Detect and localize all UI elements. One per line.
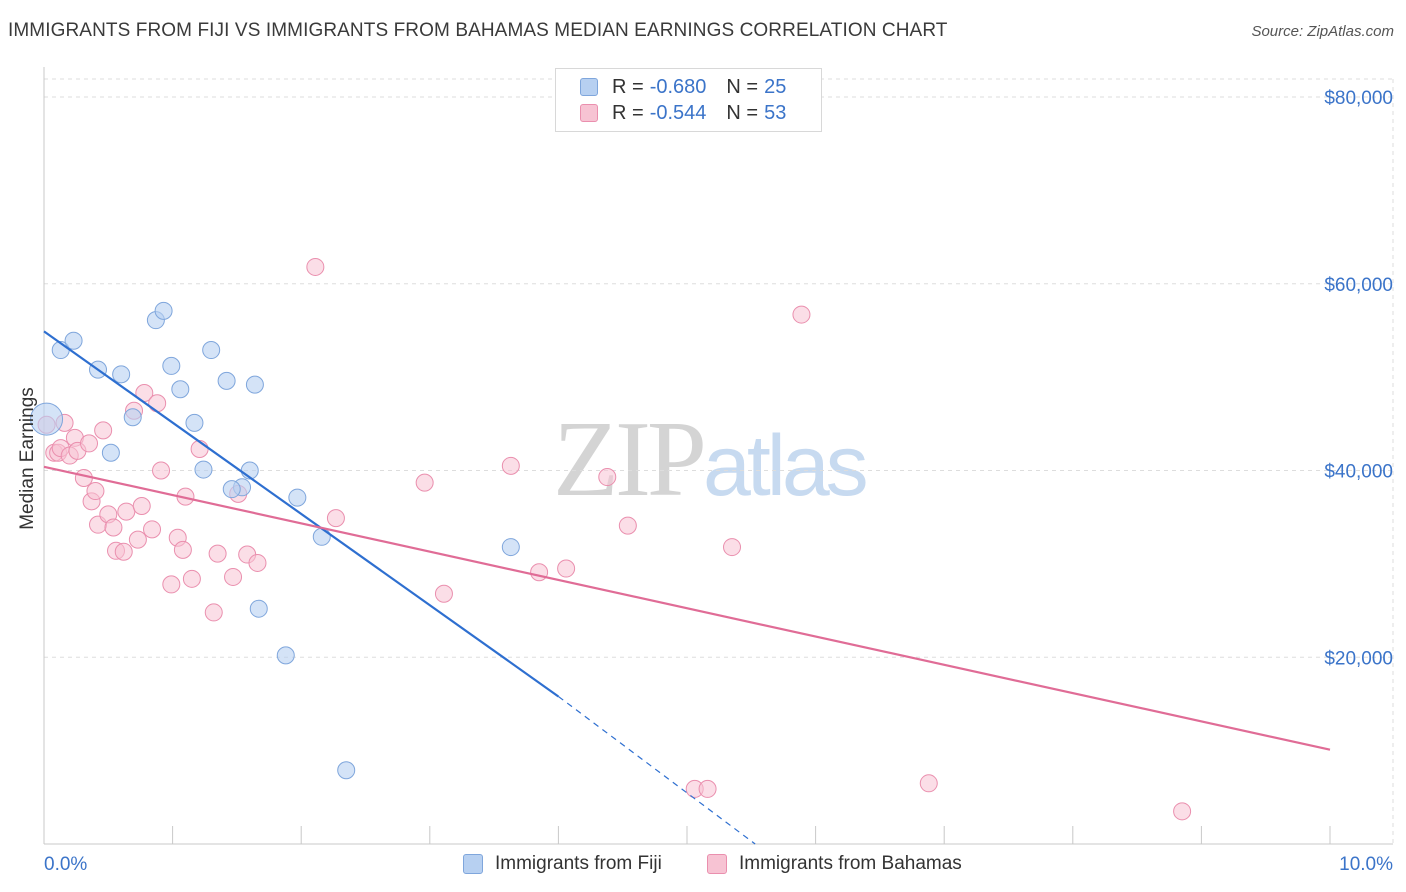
r-value: -0.544 bbox=[649, 101, 707, 124]
bahamas-point bbox=[598, 468, 617, 487]
fiji-point bbox=[171, 380, 190, 399]
fiji-point bbox=[249, 599, 268, 618]
bahamas-point bbox=[1173, 802, 1192, 821]
fiji-point bbox=[288, 488, 307, 507]
n-label: N = bbox=[726, 101, 759, 124]
fiji-point bbox=[337, 761, 356, 780]
bahamas-point bbox=[501, 456, 520, 475]
r-label: R = bbox=[612, 101, 644, 124]
legend-row-bahamas: R = -0.544 N = 53 bbox=[580, 100, 786, 126]
bahamas-swatch bbox=[580, 104, 598, 122]
bahamas-point bbox=[792, 305, 811, 324]
bahamas-point bbox=[224, 567, 243, 586]
bahamas-point bbox=[415, 473, 434, 492]
fiji-trend-line bbox=[43, 330, 560, 698]
fiji-point bbox=[64, 331, 83, 350]
bahamas-point bbox=[919, 774, 938, 793]
bahamas-point bbox=[132, 496, 151, 515]
bahamas-point bbox=[148, 394, 167, 413]
fiji-point bbox=[154, 301, 173, 320]
fiji-point bbox=[202, 341, 221, 360]
y-axis-title: Median Earnings bbox=[17, 387, 38, 530]
fiji-point bbox=[162, 356, 181, 375]
fiji-trend-extension bbox=[558, 695, 756, 845]
chart-title: IMMIGRANTS FROM FIJI VS IMMIGRANTS FROM … bbox=[8, 20, 948, 41]
bahamas-point bbox=[114, 542, 133, 561]
n-value: 25 bbox=[764, 75, 787, 98]
y-tick-label: $20,000 bbox=[1324, 648, 1393, 669]
legend-item-bahamas: Immigrants from Bahamas bbox=[707, 853, 962, 875]
source-label: Source: ZipAtlas.com bbox=[1251, 23, 1394, 40]
bahamas-point bbox=[117, 502, 136, 521]
bahamas-point bbox=[698, 779, 717, 798]
bahamas-point bbox=[306, 257, 325, 276]
bahamas-point bbox=[557, 559, 576, 578]
bahamas-point bbox=[80, 434, 99, 453]
tick-labels: $20,000 $40,000 $60,000 $80,000 0.0% 10.0% Med… bbox=[17, 88, 1393, 875]
bahamas-point bbox=[162, 575, 181, 594]
y-tick-label: $40,000 bbox=[1324, 462, 1393, 483]
series-legend: Immigrants from Fiji Immigrants from Bah… bbox=[0, 851, 1406, 879]
x-tick-label: 10.0% bbox=[1339, 854, 1393, 875]
bahamas-point bbox=[530, 563, 549, 582]
legend-label-bahamas: Immigrants from Bahamas bbox=[739, 853, 962, 874]
r-label: R = bbox=[612, 75, 644, 98]
fiji-point bbox=[101, 443, 120, 462]
r-value: -0.680 bbox=[649, 75, 707, 98]
fiji-point bbox=[30, 402, 64, 436]
bahamas-point bbox=[248, 553, 267, 572]
axes bbox=[43, 67, 1393, 845]
fiji-point bbox=[222, 480, 241, 499]
fiji-point bbox=[217, 371, 236, 390]
bahamas-point bbox=[326, 509, 345, 528]
bahamas-point bbox=[86, 482, 105, 501]
fiji-point bbox=[276, 646, 295, 665]
y-tick-label: $80,000 bbox=[1324, 88, 1393, 109]
bahamas-point bbox=[173, 540, 192, 559]
bahamas-point bbox=[143, 520, 162, 539]
fiji-point bbox=[194, 460, 213, 479]
grid-lines bbox=[44, 78, 1394, 844]
trend-lines bbox=[43, 330, 1331, 845]
n-value: 53 bbox=[764, 101, 787, 124]
fiji-points bbox=[30, 301, 520, 780]
bahamas-point bbox=[104, 518, 123, 537]
bahamas-point bbox=[128, 530, 147, 549]
fiji-point bbox=[123, 408, 142, 427]
x-tick-label: 0.0% bbox=[44, 854, 87, 875]
bahamas-swatch bbox=[707, 854, 727, 874]
bahamas-point bbox=[434, 584, 453, 603]
fiji-point bbox=[112, 365, 131, 384]
n-label: N = bbox=[726, 75, 759, 98]
stats-legend: R = -0.680 N = 25 R = -0.544 N = 53 bbox=[555, 68, 822, 132]
legend-label-fiji: Immigrants from Fiji bbox=[495, 853, 662, 874]
fiji-point bbox=[245, 375, 264, 394]
bahamas-trend-line bbox=[43, 465, 1331, 751]
bahamas-point bbox=[723, 538, 742, 557]
legend-row-fiji: R = -0.680 N = 25 bbox=[580, 74, 786, 100]
fiji-point bbox=[501, 538, 520, 557]
bahamas-point bbox=[94, 421, 113, 440]
y-tick-label: $60,000 bbox=[1324, 275, 1393, 296]
fiji-point bbox=[312, 527, 331, 546]
bahamas-point bbox=[152, 461, 171, 480]
bahamas-point bbox=[182, 569, 201, 588]
fiji-swatch bbox=[580, 78, 598, 96]
bahamas-point bbox=[618, 516, 637, 535]
legend-item-fiji: Immigrants from Fiji bbox=[463, 853, 662, 875]
fiji-point bbox=[185, 413, 204, 432]
fiji-swatch bbox=[463, 854, 483, 874]
bahamas-point bbox=[204, 603, 223, 622]
bahamas-point bbox=[208, 544, 227, 563]
